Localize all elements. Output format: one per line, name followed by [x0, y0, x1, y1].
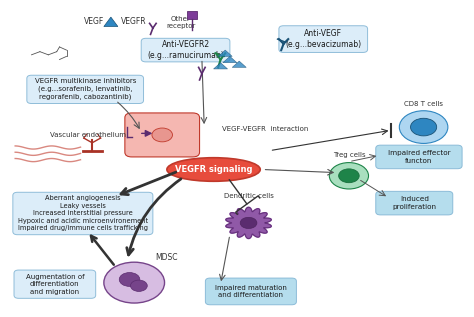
Circle shape: [130, 280, 147, 291]
FancyBboxPatch shape: [14, 270, 96, 298]
Text: Impaired maturation
and differentiation: Impaired maturation and differentiation: [215, 285, 287, 298]
Circle shape: [119, 273, 140, 286]
Polygon shape: [232, 61, 246, 68]
Text: VEGFR multikinase inhibitors
(e.g...sorafenib, lenvatinib,
regorafenib, cabozant: VEGFR multikinase inhibitors (e.g...sora…: [35, 78, 136, 100]
Circle shape: [152, 128, 173, 142]
Text: Vascular endothelium: Vascular endothelium: [50, 132, 126, 138]
Circle shape: [104, 262, 164, 303]
Polygon shape: [104, 17, 118, 27]
FancyBboxPatch shape: [187, 10, 197, 19]
Text: Anti-VEGFR2
(e.g...ramucirumab): Anti-VEGFR2 (e.g...ramucirumab): [147, 40, 224, 60]
Circle shape: [338, 169, 359, 183]
Text: Anti-VEGF
(e.g...bevacizumab): Anti-VEGF (e.g...bevacizumab): [285, 29, 361, 49]
Polygon shape: [218, 50, 232, 56]
FancyBboxPatch shape: [376, 145, 462, 169]
Text: Dendritic cells: Dendritic cells: [224, 193, 273, 199]
Text: Other
receptor: Other receptor: [166, 16, 196, 29]
Text: Aberrant angiogenesis
Leaky vessels
Increased interstitial pressure
Hypoxic and : Aberrant angiogenesis Leaky vessels Incr…: [18, 196, 148, 231]
Circle shape: [399, 111, 448, 143]
Text: VEGFR signaling: VEGFR signaling: [175, 165, 252, 174]
Ellipse shape: [167, 158, 260, 181]
Text: Augmentation of
differentiation
and migration: Augmentation of differentiation and migr…: [26, 274, 84, 295]
Text: CD8 T cells: CD8 T cells: [404, 101, 443, 107]
Circle shape: [410, 118, 437, 136]
Polygon shape: [214, 63, 228, 69]
FancyBboxPatch shape: [125, 113, 200, 157]
Polygon shape: [223, 56, 237, 63]
FancyBboxPatch shape: [376, 191, 453, 215]
FancyBboxPatch shape: [27, 75, 144, 104]
FancyBboxPatch shape: [13, 192, 153, 235]
FancyBboxPatch shape: [205, 278, 296, 305]
Circle shape: [329, 163, 368, 189]
Text: MDSC: MDSC: [155, 253, 178, 262]
Text: Treg cells: Treg cells: [333, 152, 365, 158]
Circle shape: [240, 217, 257, 229]
Text: VEGF-VEGFR  interaction: VEGF-VEGFR interaction: [222, 126, 308, 132]
FancyBboxPatch shape: [141, 38, 230, 62]
Text: Impaired effector
functon: Impaired effector functon: [388, 150, 450, 164]
Text: VEGFR: VEGFR: [121, 17, 147, 26]
FancyBboxPatch shape: [279, 26, 368, 52]
Text: VEGF: VEGF: [84, 17, 105, 26]
Text: Induced
proliferation: Induced proliferation: [392, 196, 436, 210]
Polygon shape: [226, 207, 271, 239]
